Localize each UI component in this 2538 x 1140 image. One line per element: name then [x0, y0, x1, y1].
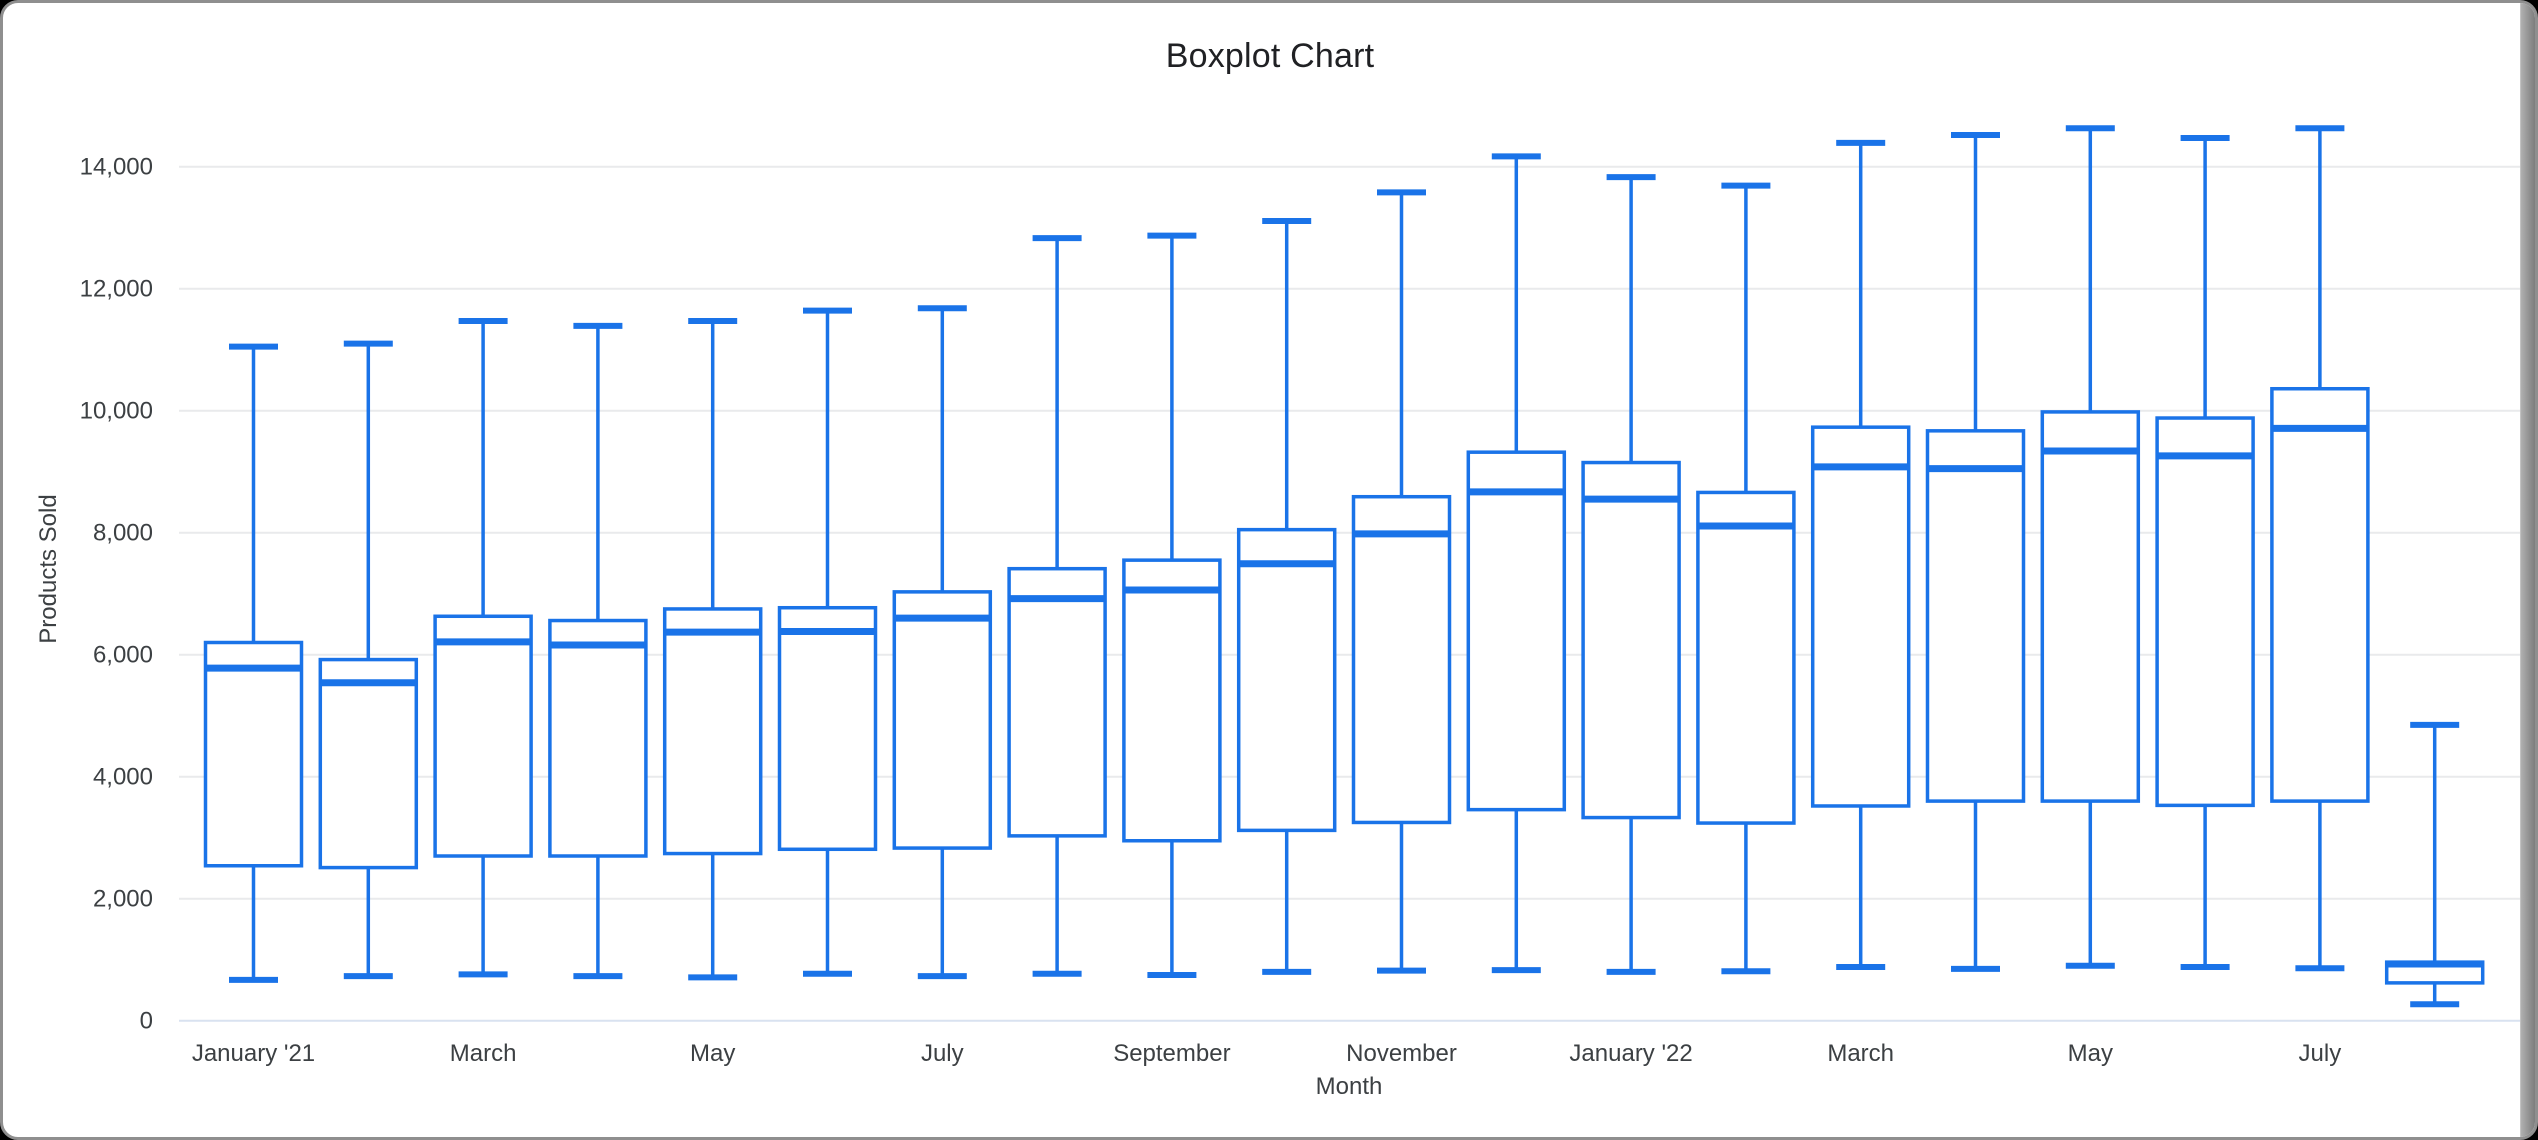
iqr-box	[318, 657, 419, 870]
y-tick-label: 12,000	[80, 276, 153, 303]
x-tick-label: May	[2068, 1040, 2113, 1067]
boxplot-november-21[interactable]	[1351, 189, 1452, 974]
iqr-box	[1007, 566, 1107, 838]
boxplot-august-21[interactable]	[1007, 235, 1107, 977]
y-tick-label: 4,000	[93, 764, 153, 791]
boxplot-april-22[interactable]	[1925, 131, 2026, 972]
iqr-box	[1466, 450, 1567, 812]
iqr-box	[1351, 494, 1452, 825]
boxplot-september-21[interactable]	[1122, 232, 1222, 978]
iqr-box	[777, 605, 878, 852]
iqr-box	[662, 607, 763, 856]
iqr-box	[892, 590, 993, 850]
boxplot-june-21[interactable]	[777, 307, 878, 977]
iqr-box	[1236, 527, 1337, 833]
y-tick-label: 10,000	[80, 398, 153, 425]
boxplot-may-21[interactable]	[662, 318, 763, 981]
x-tick-label: November	[1346, 1040, 1457, 1067]
iqr-box	[548, 618, 648, 858]
boxplot-june-22[interactable]	[2155, 135, 2255, 971]
iqr-box	[203, 640, 304, 868]
x-tick-labels: January '21 March May July September November…	[192, 1040, 2341, 1067]
x-tick-label: July	[2299, 1040, 2342, 1067]
boxplot-march-22[interactable]	[1810, 139, 1911, 971]
x-tick-label: March	[450, 1040, 517, 1067]
iqr-box	[1810, 425, 1911, 808]
y-tick-label: 0	[140, 1008, 153, 1035]
boxplot-january-21[interactable]	[203, 343, 304, 983]
iqr-box	[2155, 416, 2255, 808]
boxplot-february-21[interactable]	[318, 340, 419, 980]
y-tick-label: 2,000	[93, 886, 153, 913]
iqr-box	[2270, 386, 2370, 803]
boxplot-december-21[interactable]	[1466, 153, 1567, 974]
boxplot-july-21[interactable]	[892, 305, 993, 980]
boxplot-july-22[interactable]	[2270, 125, 2370, 972]
boxplot-march-21[interactable]	[433, 318, 533, 978]
boxplot-august-22[interactable]	[2384, 721, 2485, 1008]
boxplot-canvas: 0 2,000 4,000 6,000 8,000 10,000 12,000 14,000 J…	[80, 125, 2522, 1067]
window-right-edge	[2520, 3, 2535, 1137]
x-tick-label: July	[921, 1040, 964, 1067]
y-tick-label: 6,000	[93, 642, 153, 669]
boxplot-january-22[interactable]	[1581, 174, 1681, 975]
y-tick-label: 14,000	[80, 154, 153, 181]
iqr-box	[1925, 429, 2026, 803]
iqr-box	[1122, 558, 1222, 843]
iqr-box	[1581, 460, 1681, 820]
iqr-box	[1696, 490, 1796, 825]
boxplot-february-22[interactable]	[1696, 182, 1796, 975]
boxplot-april-21[interactable]	[548, 322, 648, 980]
iqr-box	[433, 614, 533, 858]
y-tick-label: 8,000	[93, 520, 153, 547]
x-axis-title: Month	[1315, 1073, 1383, 1100]
x-tick-label: March	[1827, 1040, 1894, 1067]
x-tick-label: January '22	[1569, 1040, 1692, 1067]
chart-title: Boxplot Chart	[1165, 37, 1375, 75]
x-tick-label: May	[690, 1040, 735, 1067]
boxplot-may-22[interactable]	[2040, 125, 2141, 969]
x-tick-label: September	[1113, 1040, 1230, 1067]
y-tick-labels: 0 2,000 4,000 6,000 8,000 10,000 12,000 14,000	[80, 154, 153, 1035]
x-tick-label: January '21	[192, 1040, 315, 1067]
boxplot-october-21[interactable]	[1236, 217, 1337, 975]
iqr-box	[2040, 410, 2141, 803]
